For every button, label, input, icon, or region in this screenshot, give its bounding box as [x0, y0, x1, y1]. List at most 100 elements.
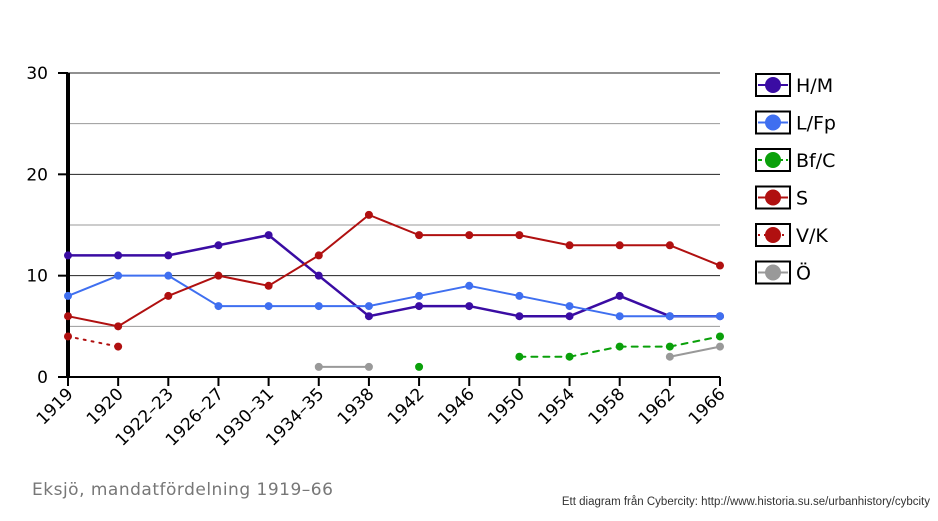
- data-point: [515, 291, 524, 300]
- legend-item: Bf/C: [755, 148, 835, 172]
- series-line-segment: [367, 213, 421, 237]
- series-line-segment: [518, 294, 571, 308]
- data-point: [515, 352, 524, 361]
- legend-item: H/M: [755, 73, 833, 97]
- data-point: [114, 322, 123, 331]
- x-tick-label: 1942: [384, 384, 429, 429]
- x-tick-label: 1919: [33, 384, 78, 429]
- data-point: [364, 210, 373, 219]
- data-point: [264, 302, 273, 311]
- data-point: [615, 291, 624, 300]
- series-line-segment: [117, 294, 170, 328]
- legend-label: Bf/C: [796, 150, 835, 172]
- data-point: [164, 251, 173, 260]
- x-tick-label: 1938: [334, 384, 379, 429]
- y-tick-label: 20: [26, 165, 48, 185]
- data-point: [515, 312, 524, 321]
- x-tick-label: 1966: [685, 384, 730, 429]
- series-vk: [64, 332, 123, 351]
- legend-label: S: [796, 188, 808, 210]
- data-point: [565, 352, 574, 361]
- data-point: [415, 231, 424, 240]
- series-line-segment: [167, 274, 220, 297]
- data-point: [565, 312, 574, 321]
- legend-label: V/K: [796, 225, 828, 247]
- data-point: [314, 251, 323, 260]
- chart-caption: Eksjö, mandatfördelning 1919–66: [32, 480, 334, 500]
- series-line-segment: [467, 304, 521, 318]
- series-line-segment: [668, 345, 721, 358]
- data-point: [64, 251, 72, 260]
- series-line-segment: [518, 234, 571, 247]
- series-line-segment: [418, 284, 471, 297]
- series-line-segment: [568, 305, 621, 318]
- legend-swatch-marker: [765, 77, 781, 93]
- data-point: [665, 241, 674, 250]
- x-tick-label: 1954: [534, 384, 579, 429]
- legend-item: S: [755, 185, 808, 210]
- series-line-segment: [568, 345, 621, 358]
- data-point: [364, 362, 373, 371]
- legend-item: L/Fp: [755, 110, 836, 135]
- series-line-segment: [67, 274, 120, 297]
- x-tick-label: 1946: [434, 384, 479, 429]
- data-point: [114, 271, 123, 280]
- data-point: [314, 302, 323, 311]
- data-point: [465, 281, 474, 290]
- series-line-segment: [367, 304, 421, 318]
- data-point: [716, 342, 724, 351]
- series-line-segment: [167, 274, 220, 308]
- data-point: [364, 302, 373, 311]
- x-tick-label: 1958: [584, 384, 629, 429]
- source-credit: Ett diagram från Cybercity: http://www.h…: [561, 496, 930, 508]
- series-line-segment: [568, 294, 621, 318]
- data-point: [314, 362, 323, 371]
- data-point: [264, 281, 273, 290]
- data-point: [64, 291, 72, 300]
- data-point: [665, 352, 674, 361]
- series-line-segment: [367, 294, 421, 308]
- legend-item: V/K: [755, 223, 828, 247]
- data-point: [565, 302, 574, 311]
- series-line-segment: [67, 315, 120, 328]
- x-tick-label: 1920: [83, 384, 128, 429]
- series-line-segment: [267, 233, 321, 277]
- data-point: [565, 241, 574, 250]
- data-point: [415, 362, 424, 371]
- legend-swatch-marker: [765, 114, 781, 131]
- series-line-segment: [468, 284, 521, 297]
- y-tick-label: 30: [26, 64, 48, 84]
- data-point: [314, 271, 323, 280]
- data-point: [214, 302, 223, 311]
- series-bfc: [415, 332, 724, 371]
- data-point: [465, 302, 474, 311]
- series-line-segment: [668, 244, 721, 267]
- legend-swatch-marker: [765, 264, 781, 281]
- data-point: [364, 312, 373, 321]
- data-point: [716, 332, 724, 341]
- data-point: [716, 261, 724, 270]
- series-line-segment: [217, 274, 270, 287]
- data-point: [665, 312, 674, 321]
- legend-label: Ö: [796, 262, 811, 285]
- data-point: [615, 312, 624, 321]
- series-line-segment: [217, 233, 270, 247]
- data-point: [415, 302, 424, 311]
- data-point: [164, 291, 173, 300]
- data-point: [214, 271, 223, 280]
- legend-swatch-marker: [765, 152, 781, 168]
- data-point: [665, 342, 674, 351]
- legend-item: Ö: [755, 260, 811, 285]
- x-tick-label: 1950: [484, 384, 529, 429]
- series-line-segment: [67, 335, 120, 348]
- series-line-segment: [618, 294, 672, 318]
- series-line-segment: [167, 244, 220, 257]
- series-line-segment: [267, 254, 320, 287]
- data-point: [716, 312, 724, 321]
- legend-swatch-marker: [765, 189, 781, 206]
- data-point: [264, 231, 273, 240]
- y-tick-label: 0: [37, 368, 48, 388]
- series-line-segment: [317, 213, 370, 257]
- data-point: [64, 312, 72, 321]
